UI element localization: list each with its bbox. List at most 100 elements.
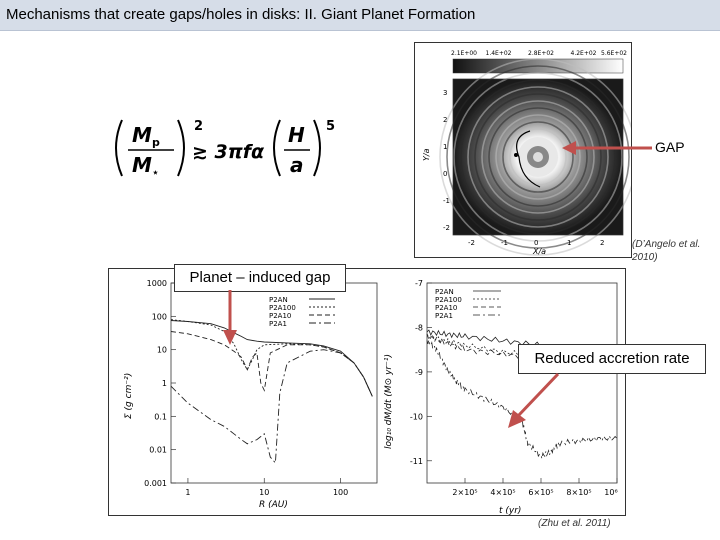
disk-ring — [474, 93, 602, 221]
planet-marker — [514, 153, 518, 157]
gap-label: GAP — [655, 139, 685, 155]
right-ylabel: log₁₀ dM/dt (M⊙ yr⁻¹) — [384, 354, 394, 449]
disk-x-tick-label: -2 — [468, 239, 475, 247]
right-x-tick-label: 8×10⁵ — [566, 488, 591, 497]
left-xlabel: R (AU) — [259, 500, 288, 510]
rhs-numerator: H — [288, 123, 305, 147]
planet-gap-arrow-head — [223, 330, 237, 345]
right-y-tick-label: -11 — [410, 457, 423, 466]
left-y-tick-label: 0.1 — [154, 412, 167, 421]
right-x-tick-label: 2×10⁵ — [452, 488, 477, 497]
colorbar-tick-label: 2.1E+00 — [451, 50, 477, 57]
left-series-line-p2a100 — [170, 319, 373, 397]
left-y-tick-label: 10 — [157, 346, 167, 355]
disk-ring — [460, 79, 616, 235]
disk-x-ticks: -2 -1 0 1 2 — [468, 239, 604, 247]
lhs-denominator-sub: ⋆ — [152, 166, 159, 179]
disk-y-ticks: 3 2 1 0 -1 -2 — [443, 89, 450, 232]
disk-ring — [467, 86, 609, 228]
disk-simulation-svg: 2.1E+00 1.4E+02 2.8E+02 4.2E+02 5.6E+02 3 2 1 0… — [422, 50, 637, 256]
right-y-tick-label: -10 — [410, 412, 423, 421]
right-series-line-p2a100 — [426, 333, 618, 368]
profile-svg: 1000 100 10 1 0.1 0.01 0.001 1 10 100 -7 -8 -9 -10 -1… — [124, 279, 618, 516]
rhs-exponent: 5 — [326, 119, 335, 134]
right-paren-open — [273, 119, 281, 177]
disk-x-tick-label: 2 — [600, 239, 604, 247]
disk-ring — [446, 65, 630, 249]
left-y-tick-label: 0.01 — [149, 446, 167, 455]
colorbar-ticks: 2.1E+00 1.4E+02 2.8E+02 4.2E+02 5.6E+02 — [451, 50, 627, 57]
star-center — [533, 152, 543, 162]
right-x-tick-label: 4×10⁵ — [490, 488, 515, 497]
planet-gap-callout: Planet – induced gap — [174, 264, 346, 292]
colorbar-tick-label: 1.4E+02 — [486, 50, 512, 57]
gap-arrow — [562, 141, 652, 155]
spiral-rings — [439, 58, 637, 256]
left-series-line-p2an — [170, 320, 373, 397]
right-legend-label: P2A1 — [435, 312, 453, 320]
disk-y-tick-label: 3 — [443, 89, 447, 97]
disk-y-tick-label: -2 — [443, 224, 450, 232]
left-legend-label: P2AN — [269, 296, 288, 304]
profile-citation: (Zhu et al. 2011) — [538, 518, 611, 529]
right-legend-label: P2A100 — [435, 296, 462, 304]
disk-ring — [495, 114, 581, 200]
disk-ylabel: Y/a — [422, 148, 431, 161]
disk-ring — [488, 107, 588, 207]
right-series-line-p2a1 — [426, 339, 618, 459]
left-legend-label: P2A100 — [269, 304, 296, 312]
disk-x-tick-label: -1 — [501, 239, 508, 247]
left-ylabel: Σ (g cm⁻²) — [124, 373, 134, 419]
accretion-arrow — [508, 372, 560, 428]
right-xlabel: t (yr) — [499, 506, 521, 515]
disk-y-tick-label: 1 — [443, 143, 447, 151]
disk-panel-frame — [452, 78, 624, 236]
left-panel-series — [170, 319, 373, 465]
left-y-tick-label: 1000 — [147, 279, 167, 288]
disk-y-tick-label: -1 — [443, 197, 450, 205]
left-x-tick-label: 1 — [185, 488, 190, 497]
accretion-arrow-head — [508, 410, 526, 428]
slide-title: Mechanisms that create gaps/holes in dis… — [6, 6, 476, 23]
right-panel-ticks: -7 -8 -9 -10 -11 2×10⁵ 4×10⁵ 6×10⁵ 8×10⁵ 10⁶ — [410, 279, 618, 497]
rhs-denominator: a — [290, 153, 304, 177]
right-y-tick-label: -8 — [415, 323, 423, 332]
right-x-tick-label: 6×10⁵ — [528, 488, 553, 497]
disk-ring — [509, 128, 567, 186]
right-legend-label: P2AN — [435, 288, 454, 296]
left-series-line-p2a10 — [170, 331, 373, 397]
lhs-numerator: M — [132, 123, 152, 147]
right-paren-close — [313, 119, 321, 177]
left-paren-close — [177, 119, 185, 177]
disk-ring — [453, 72, 623, 242]
disk-y-tick-label: 2 — [443, 116, 447, 124]
left-y-tick-label: 0.001 — [144, 479, 167, 488]
gap-arrow-head — [562, 141, 576, 155]
accretion-callout: Reduced accretion rate — [518, 344, 706, 374]
disk-xlabel: X/a — [532, 247, 546, 256]
left-y-tick-label: 100 — [152, 312, 167, 321]
left-x-tick-label: 10 — [259, 488, 269, 497]
colorbar-tick-label: 4.2E+02 — [571, 50, 597, 57]
lhs-numerator-sub: p — [152, 136, 160, 149]
equation-relation: ≳ 3πfα — [192, 141, 265, 163]
disk-citation: (D’Angelo et al. 2010) — [632, 239, 701, 263]
disk-simulation-figure: 2.1E+00 1.4E+02 2.8E+02 4.2E+02 5.6E+02 3 2 1 0… — [414, 42, 637, 258]
accretion-arrow-shaft — [516, 372, 560, 418]
right-x-tick-label: 10⁶ — [604, 488, 617, 497]
right-panel-frame — [426, 282, 618, 484]
right-y-tick-label: -7 — [415, 279, 423, 288]
right-y-tick-label: -9 — [415, 368, 423, 377]
gap-criterion-equation: M p M ⋆ 2 ≳ 3πfα H a 5 — [115, 119, 335, 179]
left-series-line-p2a1 — [170, 349, 373, 465]
disk-x-tick-label: 1 — [567, 239, 571, 247]
left-paren-open — [115, 119, 123, 177]
lhs-exponent: 2 — [194, 119, 203, 134]
left-panel-ticks: 1000 100 10 1 0.1 0.01 0.001 1 10 100 — [144, 279, 348, 497]
left-legend-label: P2A10 — [269, 312, 291, 320]
right-legend-label: P2A10 — [435, 304, 457, 312]
colorbar-tick-label: 5.6E+02 — [601, 50, 627, 57]
colorbar-tick-label: 2.8E+02 — [528, 50, 554, 57]
